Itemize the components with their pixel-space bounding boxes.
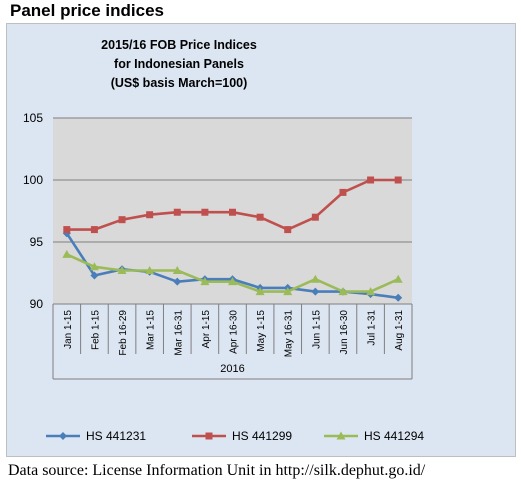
data-point-hs-441294 <box>172 266 182 275</box>
x-tick-label: Jun 16-30 <box>339 310 350 355</box>
x-tick-label: Feb 1-15 <box>90 310 101 350</box>
data-point-hs-441294 <box>89 262 99 271</box>
x-tick-label: Mar 1-15 <box>146 310 157 350</box>
data-point-hs-441299 <box>173 208 181 216</box>
data-point-hs-441294 <box>283 287 293 296</box>
data-point-hs-441231 <box>394 293 403 302</box>
data-point-hs-441299 <box>394 176 402 184</box>
x-tick-label: Apr 16-30 <box>229 310 240 354</box>
x-tick-label: Jan 1-15 <box>63 310 74 349</box>
chart-title-line: (US$ basis March=100) <box>111 76 248 90</box>
data-point-hs-441299 <box>367 176 375 184</box>
data-point-hs-441294 <box>200 277 210 286</box>
data-point-hs-441294 <box>228 277 237 286</box>
x-tick-label: Apr 1-15 <box>201 310 212 349</box>
chart-title-line: for Indonesian Panels <box>114 57 244 71</box>
data-point-hs-441294 <box>338 287 348 296</box>
data-point-hs-441299 <box>63 226 71 234</box>
data-point-hs-441294 <box>393 274 403 283</box>
data-point-hs-441299 <box>201 208 209 216</box>
legend-marker-hs-441294 <box>336 431 346 440</box>
data-source-note: Data source: License Information Unit in… <box>8 462 426 479</box>
y-tick-label: 95 <box>30 235 44 249</box>
data-point-hs-441231 <box>173 277 182 286</box>
chart-title-line: 2015/16 FOB Price Indices <box>101 38 257 52</box>
legend-marker-hs-441231 <box>59 432 67 440</box>
data-point-hs-441294 <box>255 287 265 296</box>
legend-label: HS 441299 <box>232 429 292 443</box>
x-tick-label: Aug 1-31 <box>394 310 405 351</box>
data-point-hs-441299 <box>146 211 154 219</box>
y-tick-label: 100 <box>23 173 43 187</box>
data-point-hs-441299 <box>284 226 292 234</box>
y-tick-label: 90 <box>30 297 44 311</box>
x-tick-label: Jun 1-15 <box>311 310 322 349</box>
x-tick-label: Mar 16-31 <box>173 310 184 356</box>
x-axis-label: 2016 <box>220 363 244 375</box>
data-point-hs-441299 <box>311 213 319 221</box>
data-point-hs-441299 <box>229 208 236 216</box>
x-tick-label: Feb 16-29 <box>118 310 129 356</box>
data-point-hs-441299 <box>256 213 264 221</box>
data-point-hs-441294 <box>62 249 72 258</box>
legend-label: HS 441294 <box>364 429 424 443</box>
y-tick-label: 105 <box>23 111 43 125</box>
x-tick-label: Jul 1-31 <box>367 310 378 346</box>
x-tick-label: May 1-15 <box>256 310 267 352</box>
data-point-hs-441231 <box>90 271 99 280</box>
data-point-hs-441294 <box>117 266 127 275</box>
data-point-hs-441294 <box>366 287 376 296</box>
data-point-hs-441299 <box>118 216 126 224</box>
price-index-chart: 2015/16 FOB Price Indices for Indonesian … <box>23 38 424 443</box>
page-heading: Panel price indices <box>10 1 165 20</box>
data-point-hs-441299 <box>339 188 347 196</box>
x-tick-label: May 16-31 <box>284 310 295 358</box>
legend-marker-hs-441299 <box>205 432 213 440</box>
data-point-hs-441299 <box>90 226 98 234</box>
legend-label: HS 441231 <box>86 429 146 443</box>
data-point-hs-441294 <box>145 266 155 275</box>
data-point-hs-441231 <box>311 287 320 296</box>
data-point-hs-441294 <box>310 274 320 283</box>
